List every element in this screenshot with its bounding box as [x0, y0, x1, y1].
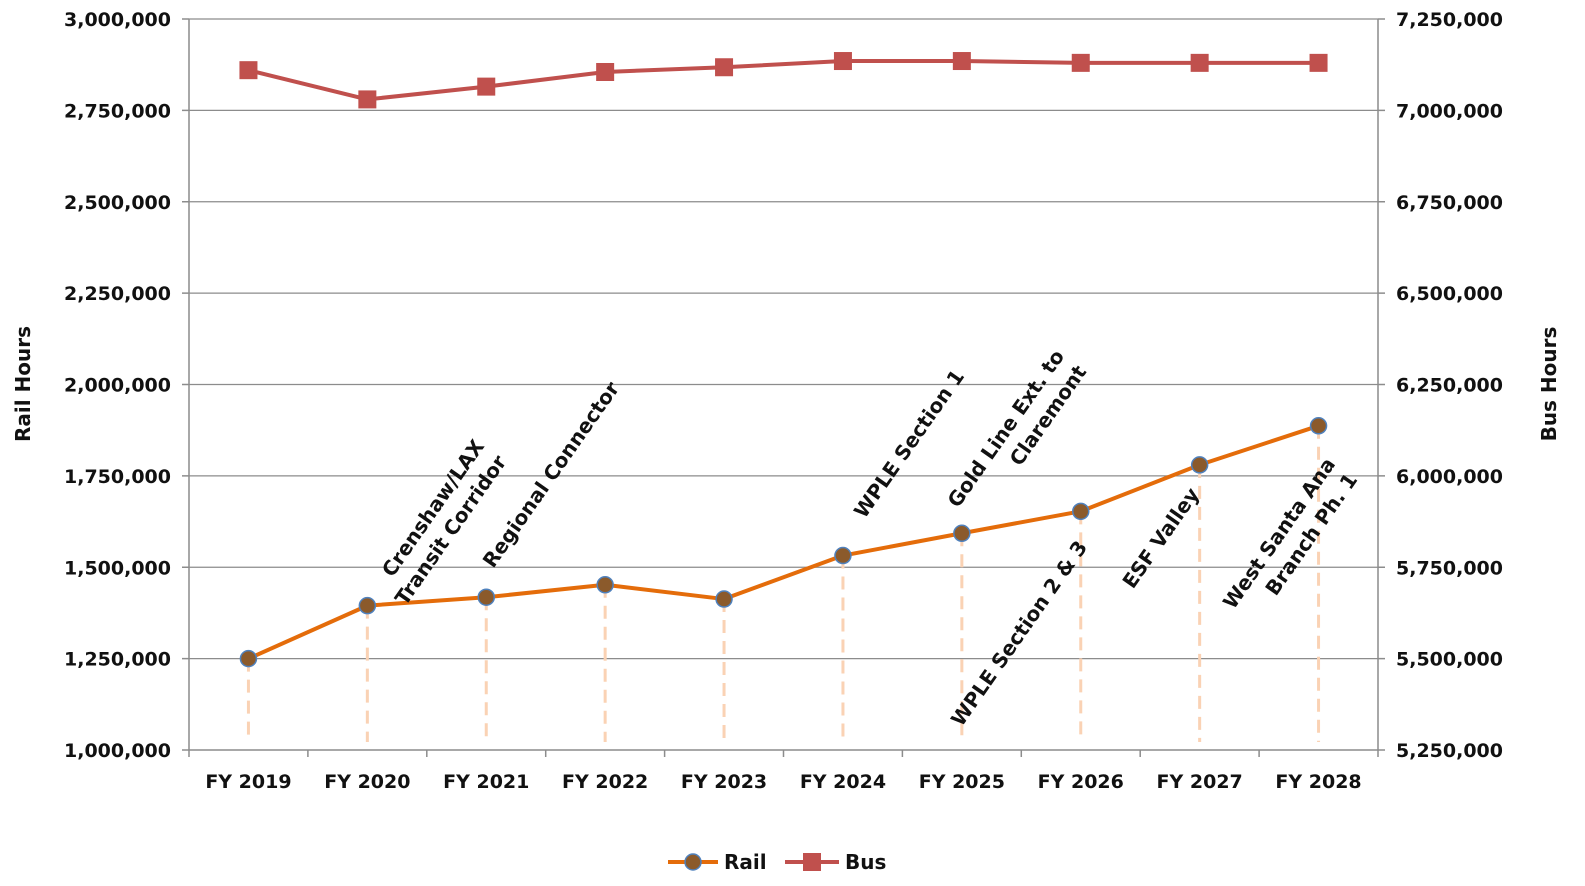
x-axis-ticks: FY 2019 FY 2020 FY 2021 FY 2022 FY 2023 FY 20…	[205, 771, 1361, 793]
y2-tick-label: 5,500,000	[1396, 649, 1503, 671]
legend-bus-marker	[803, 853, 821, 871]
y2-tick-label: 6,500,000	[1396, 283, 1503, 305]
bus-point	[1309, 53, 1328, 72]
y-tick-label: 2,750,000	[64, 100, 171, 122]
y-tick-label: 2,250,000	[64, 283, 171, 305]
rail-series-line	[247, 423, 1320, 661]
rail-point	[358, 596, 377, 615]
x-tick-label: FY 2028	[1275, 771, 1361, 793]
legend-rail-label: Rail	[724, 850, 767, 874]
y-axis-title: Rail Hours	[11, 326, 35, 442]
bus-point	[477, 77, 496, 96]
y2-tick-label: 6,750,000	[1396, 192, 1503, 214]
bus-point	[833, 52, 852, 71]
bus-point	[239, 61, 258, 80]
y2-axis-title: Bus Hours	[1537, 327, 1561, 442]
rail-point	[715, 590, 733, 608]
y2-tick-label: 6,250,000	[1396, 375, 1503, 397]
rail-point	[834, 546, 852, 565]
rail-point	[596, 576, 614, 594]
left-axis-ticks: 1,000,000 1,250,000 1,500,000 1,750,000 2,00…	[64, 9, 171, 762]
annotation-line: ESF Valley	[1117, 483, 1204, 593]
annotation-label: West Santa AnaBranch Ph. 1	[1218, 453, 1362, 629]
annotation-label: Crenshaw/LAXTransit Corridor	[368, 435, 512, 610]
rail-point	[1309, 417, 1328, 435]
x-tick-label: FY 2020	[324, 771, 410, 793]
y2-tick-label: 5,250,000	[1396, 740, 1503, 762]
legend: Rail Bus	[668, 850, 886, 874]
annotation-line: WPLE Section 2 & 3	[946, 536, 1092, 730]
x-tick-label: FY 2019	[205, 771, 291, 793]
series-lines	[247, 59, 1320, 661]
y2-tick-label: 5,750,000	[1396, 557, 1503, 579]
y2-tick-label: 7,250,000	[1396, 9, 1503, 31]
rail-point	[1190, 456, 1209, 474]
y-tick-label: 2,500,000	[64, 192, 171, 214]
legend-rail-marker	[684, 853, 702, 871]
axes	[182, 18, 1385, 757]
bus-point	[952, 52, 971, 71]
annotation-label: WPLE Section 2 & 3	[946, 536, 1092, 730]
y-tick-label: 3,000,000	[64, 9, 171, 31]
bus-point	[1071, 53, 1090, 72]
rail-point	[477, 588, 495, 606]
bus-point	[1190, 53, 1209, 72]
x-tick-label: FY 2024	[800, 771, 886, 793]
bus-point	[715, 58, 734, 77]
x-tick-label: FY 2021	[443, 771, 529, 793]
y-tick-label: 1,500,000	[64, 557, 171, 579]
rail-point	[953, 524, 971, 543]
y-tick-label: 1,250,000	[64, 649, 171, 671]
bus-point	[358, 90, 377, 109]
rail-point	[1072, 502, 1090, 521]
bus-series-line	[247, 59, 1319, 102]
y-tick-label: 1,000,000	[64, 740, 171, 762]
x-tick-label: FY 2022	[562, 771, 648, 793]
y2-tick-label: 7,000,000	[1396, 100, 1503, 122]
x-tick-label: FY 2026	[1038, 771, 1124, 793]
drop-lines	[246, 425, 1321, 742]
annotation-label: ESF Valley	[1117, 483, 1204, 593]
x-tick-label: FY 2025	[919, 771, 1005, 793]
y-tick-label: 1,750,000	[64, 466, 171, 488]
y-tick-label: 2,000,000	[64, 375, 171, 397]
right-axis-ticks: 5,250,000 5,500,000 5,750,000 6,000,000 6,25…	[1396, 9, 1503, 762]
x-tick-label: FY 2027	[1157, 771, 1243, 793]
gridlines	[189, 18, 1378, 660]
bus-point	[596, 62, 615, 81]
legend-bus-label: Bus	[845, 850, 886, 874]
annotation-label: Gold Line Ext. toClaremont	[942, 345, 1091, 527]
x-tick-label: FY 2023	[681, 771, 767, 793]
series-markers	[239, 52, 1328, 668]
rail-point	[239, 649, 258, 668]
y2-tick-label: 6,000,000	[1396, 466, 1503, 488]
